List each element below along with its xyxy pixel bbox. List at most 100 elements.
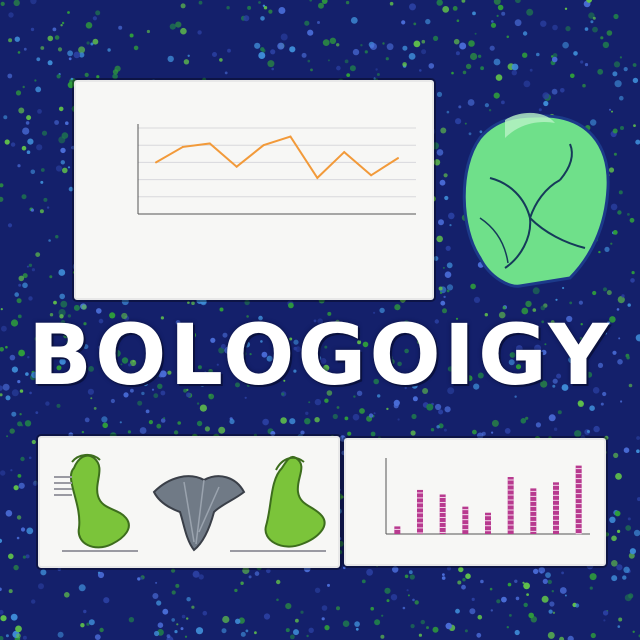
speckle: [477, 432, 484, 439]
speckle: [5, 510, 13, 517]
speckle: [559, 636, 565, 640]
speckle: [67, 11, 70, 14]
speckle: [622, 575, 627, 580]
speckle: [61, 21, 65, 25]
speckle: [588, 12, 595, 19]
speckle: [413, 40, 421, 48]
speckle: [628, 593, 634, 599]
speckle: [23, 47, 27, 51]
speckle: [7, 223, 13, 228]
speckle: [56, 365, 62, 371]
speckle: [318, 2, 324, 9]
speckle: [167, 55, 174, 63]
speckle: [300, 610, 304, 614]
speckle: [540, 571, 543, 574]
speckle: [336, 65, 341, 71]
speckle: [307, 29, 314, 36]
speckle: [98, 318, 104, 324]
speckle: [453, 38, 460, 45]
speckle: [18, 275, 25, 282]
speckle: [361, 579, 366, 584]
speckle: [27, 356, 30, 359]
speckle: [442, 5, 450, 13]
speckle: [580, 60, 584, 64]
speckle: [54, 120, 59, 125]
speckle: [356, 332, 361, 336]
speckle: [210, 337, 216, 343]
speckle: [315, 344, 321, 351]
speckle: [21, 145, 27, 151]
speckle: [541, 595, 549, 603]
speckle: [48, 239, 51, 242]
speckle: [148, 355, 153, 359]
speckle: [151, 388, 155, 391]
speckle: [199, 404, 207, 412]
speckle: [235, 382, 240, 388]
speckle: [59, 293, 65, 300]
speckle: [311, 356, 314, 359]
speckle: [600, 36, 604, 40]
speckle: [461, 584, 466, 590]
speckle: [153, 393, 159, 399]
speckle: [92, 38, 99, 45]
speckle: [15, 625, 22, 633]
speckle: [130, 388, 134, 393]
speckle: [480, 66, 484, 71]
speckle: [445, 245, 451, 251]
speckle: [18, 107, 25, 114]
speckle: [373, 77, 376, 80]
speckle: [440, 300, 446, 306]
speckle: [409, 574, 415, 580]
speckle: [93, 407, 97, 410]
speckle: [191, 605, 195, 609]
speckle: [566, 315, 573, 323]
speckle: [129, 33, 134, 38]
speckle: [597, 68, 604, 75]
speckle: [137, 400, 143, 406]
speckle: [390, 594, 398, 601]
speckle: [611, 110, 613, 113]
speckle: [220, 344, 226, 349]
speckle: [323, 364, 330, 371]
bar-chart-panel: [344, 438, 606, 566]
speckle: [283, 379, 286, 382]
speckle: [552, 53, 558, 58]
speckle: [246, 383, 250, 387]
speckle: [620, 126, 624, 130]
speckle: [180, 627, 184, 631]
speckle: [439, 179, 446, 186]
speckle: [347, 431, 352, 436]
speckle: [345, 0, 350, 5]
speckle: [198, 0, 203, 5]
speckle: [171, 618, 175, 622]
speckle: [320, 358, 327, 364]
speckle: [139, 576, 144, 580]
speckle: [15, 633, 21, 639]
speckle: [300, 430, 305, 435]
speckle: [425, 18, 431, 25]
speckle: [560, 88, 565, 93]
speckle: [204, 426, 210, 432]
speckle: [57, 47, 63, 52]
speckle: [616, 564, 623, 571]
speckle: [152, 593, 159, 599]
speckle: [154, 373, 159, 378]
speckle: [258, 315, 263, 321]
speckle: [160, 418, 166, 423]
speckle: [411, 382, 418, 389]
speckle: [609, 316, 616, 323]
speckle: [208, 393, 211, 397]
speckle: [31, 439, 36, 445]
speckle: [186, 597, 191, 602]
speckle: [180, 27, 187, 35]
speckle: [477, 372, 484, 379]
speckle: [277, 42, 285, 50]
speckle: [34, 79, 37, 82]
speckle: [8, 38, 13, 43]
speckle: [235, 618, 241, 624]
speckle: [535, 422, 542, 428]
speckle: [186, 617, 189, 620]
speckle: [183, 59, 190, 65]
speckle: [366, 568, 373, 576]
speckle: [333, 329, 337, 333]
